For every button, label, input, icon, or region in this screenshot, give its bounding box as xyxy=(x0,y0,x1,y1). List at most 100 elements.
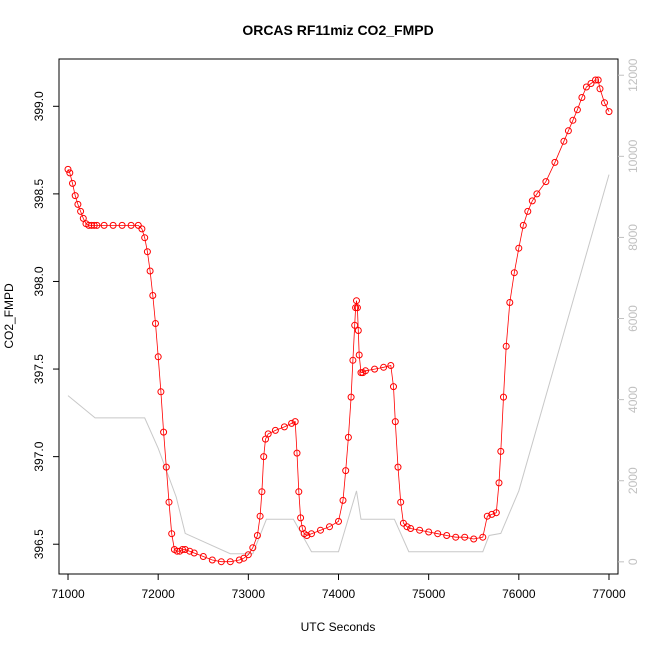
co2-point xyxy=(79,214,87,222)
co2-point xyxy=(434,530,442,538)
co2-point xyxy=(524,207,532,215)
co2-point xyxy=(143,248,151,256)
co2-point xyxy=(519,221,527,229)
co2-point xyxy=(308,530,315,538)
chart-title: ORCAS RF11miz CO2_FMPD xyxy=(242,22,433,38)
co2-point xyxy=(495,479,503,487)
co2-point xyxy=(260,453,268,461)
co2-point xyxy=(217,558,225,566)
co2-point xyxy=(208,556,216,564)
co2-point xyxy=(88,221,95,229)
co2-point xyxy=(186,547,194,555)
co2-point xyxy=(157,388,165,396)
co2-point xyxy=(416,526,424,534)
co2-point xyxy=(351,321,359,329)
x-axis-label: UTC Seconds xyxy=(301,620,376,634)
co2-point xyxy=(295,488,303,496)
co2-point xyxy=(154,353,162,361)
co2-point xyxy=(235,556,243,564)
y2-tick-label: 0 xyxy=(626,558,640,565)
co2-point xyxy=(573,106,581,114)
y-axis: 396.5 397.0 397.5 398.0 398.5 399.0 xyxy=(32,91,59,559)
co2-point xyxy=(569,116,577,124)
co2-point xyxy=(134,221,142,229)
co2-point xyxy=(303,532,311,539)
co2-point xyxy=(354,327,362,334)
co2-point xyxy=(380,363,388,371)
y2-tick-label: 10000 xyxy=(626,139,640,173)
co2-point xyxy=(288,419,296,427)
co2-point xyxy=(387,362,395,369)
y2-tick-label: 2000 xyxy=(626,467,640,494)
co2-point xyxy=(66,169,74,177)
x-tick-label: 74000 xyxy=(322,587,356,601)
co2-point xyxy=(141,234,149,242)
co2-point xyxy=(280,423,288,431)
co2-point xyxy=(560,137,568,145)
co2-point xyxy=(349,356,357,364)
co2-point xyxy=(168,530,176,538)
co2-point xyxy=(291,418,299,426)
co2-point xyxy=(371,365,379,373)
y2-axis: 0 2000 4000 6000 8000 10000 12000 xyxy=(618,58,640,565)
co2-point xyxy=(390,383,397,391)
co2-point xyxy=(488,510,496,518)
co2-point xyxy=(353,297,360,305)
co2-point xyxy=(264,430,272,438)
y-tick-label: 397.5 xyxy=(32,354,46,384)
co2-point xyxy=(353,304,361,312)
co2-point xyxy=(342,467,350,475)
co2-point xyxy=(533,190,541,198)
x-tick-label: 71000 xyxy=(51,587,85,601)
x-tick-label: 72000 xyxy=(141,587,175,601)
co2-point xyxy=(297,514,305,522)
co2-point xyxy=(127,221,135,229)
co2-point xyxy=(443,532,451,539)
y-tick-label: 398.5 xyxy=(32,179,46,209)
co2-point xyxy=(244,551,252,559)
co2-point xyxy=(335,517,342,525)
co2-point xyxy=(355,351,363,359)
co2-point xyxy=(492,509,500,517)
x-tick-label: 77000 xyxy=(592,587,626,601)
co2-point xyxy=(500,393,507,401)
x-tick-label: 73000 xyxy=(232,587,266,601)
co2-point xyxy=(226,558,234,566)
x-tick-label: 75000 xyxy=(412,587,446,601)
co2-point xyxy=(394,463,402,471)
co2-point xyxy=(181,546,189,553)
y-tick-label: 399.0 xyxy=(32,91,46,121)
co2-point xyxy=(452,533,460,541)
co2-point xyxy=(461,533,469,541)
co2-point xyxy=(293,449,301,457)
co2-point xyxy=(85,221,93,229)
co2-point xyxy=(502,342,510,350)
co2-point xyxy=(483,512,491,520)
co2-point xyxy=(69,179,76,187)
co2-point xyxy=(578,94,586,101)
co2-point xyxy=(162,463,170,471)
altitude-series-line xyxy=(67,174,610,555)
co2-point xyxy=(399,519,407,527)
co2-point xyxy=(587,80,595,87)
co2-point xyxy=(93,221,101,229)
co2-point xyxy=(149,292,157,299)
co2-point xyxy=(74,200,82,208)
co2-point xyxy=(391,418,399,426)
co2-point xyxy=(152,320,159,327)
co2-point xyxy=(479,533,487,541)
co2-point xyxy=(497,447,505,455)
co2-point xyxy=(470,535,478,543)
co2-point xyxy=(515,244,523,252)
co2-point xyxy=(146,267,154,275)
co2-line-layer xyxy=(67,79,610,563)
co2-point xyxy=(240,554,248,562)
co2-point xyxy=(199,553,207,560)
y2-tick-label: 4000 xyxy=(626,386,640,413)
y-tick-label: 397.0 xyxy=(32,441,46,471)
co2-point xyxy=(71,192,79,200)
co2-point xyxy=(425,528,433,536)
co2-point xyxy=(551,158,559,166)
y2-tick-label: 12000 xyxy=(626,58,640,92)
co2-point xyxy=(160,428,168,436)
